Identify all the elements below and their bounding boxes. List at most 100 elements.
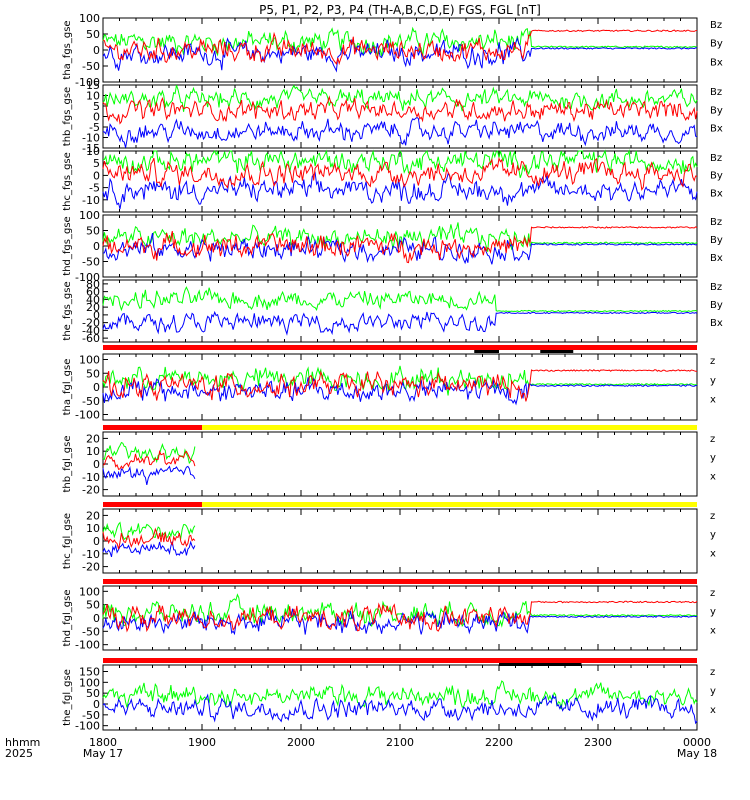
y-axis-label: thd_fgl_gse	[62, 590, 73, 647]
legend-By: By	[710, 235, 723, 246]
series-Bz	[102, 95, 698, 125]
y-tick-label: 50	[86, 225, 100, 238]
y-tick-label: 40	[86, 293, 100, 306]
y-tick-label: 10	[86, 445, 100, 458]
y-tick-label: 5	[93, 100, 100, 113]
y-tick-label: -50	[82, 709, 100, 722]
time-axis-row1-label: hhmm	[5, 736, 40, 749]
status-bar-segment	[103, 658, 697, 663]
series-By	[102, 84, 698, 112]
status-bar-segment	[202, 425, 697, 430]
series-x	[102, 540, 196, 558]
series-Bx	[102, 232, 698, 265]
y-tick-label: 20	[86, 509, 100, 522]
legend-Bx: Bx	[710, 188, 723, 199]
time-axis-end-date: May 18	[677, 747, 717, 760]
legend-y: y	[710, 530, 716, 541]
y-tick-label: -20	[82, 561, 100, 574]
legend-z: z	[710, 434, 715, 445]
panel-frame	[102, 664, 698, 731]
legend-Bx: Bx	[710, 253, 723, 264]
y-axis-label: thb_fgs_gse	[62, 87, 73, 146]
legend-Bx: Bx	[710, 124, 723, 135]
legend-y: y	[710, 607, 716, 618]
series-z	[102, 369, 697, 402]
legend-y: y	[710, 375, 716, 386]
y-tick-label: 80	[86, 278, 100, 291]
y-tick-label: 100	[79, 209, 100, 222]
chart-title: P5, P1, P2, P3, P4 (TH-A,B,C,D,E) FGS, F…	[259, 3, 541, 17]
status-bar-segment	[103, 425, 202, 430]
legend-x: x	[710, 471, 716, 482]
y-tick-label: -100	[75, 409, 100, 422]
y-tick-label: 0	[93, 458, 100, 471]
legend-Bz: Bz	[710, 153, 722, 164]
y-tick-label: 50	[86, 367, 100, 380]
legend-By: By	[710, 300, 723, 311]
y-tick-label: -5	[89, 121, 100, 134]
y-tick-label: -50	[82, 60, 100, 73]
y-tick-label: 15	[86, 79, 100, 92]
series-Bz	[102, 29, 698, 66]
y-axis-label: tha_fgs_gse	[62, 20, 73, 79]
y-axis-label: the_fgl_gse	[62, 669, 73, 726]
series-y	[102, 680, 698, 710]
y-tick-label: 50	[86, 599, 100, 612]
time-axis-start-date: May 17	[83, 747, 123, 760]
y-tick-label: 0	[93, 44, 100, 57]
legend-y: y	[710, 686, 716, 697]
legend-x: x	[710, 705, 716, 716]
y-tick-label: 0	[93, 381, 100, 394]
status-bar-mark	[474, 350, 499, 353]
y-axis-label: thc_fgs_gse	[62, 152, 73, 211]
y-tick-label: -50	[82, 256, 100, 269]
y-tick-label: 50	[86, 687, 100, 700]
series-Bx	[102, 116, 698, 148]
y-tick-label: 100	[79, 676, 100, 689]
series-Bx	[102, 310, 698, 336]
y-tick-label: -40	[82, 324, 100, 337]
legend-By: By	[710, 105, 723, 116]
y-tick-label: 100	[79, 354, 100, 367]
series-z	[102, 600, 698, 633]
legend-z: z	[710, 356, 715, 367]
series-By	[102, 26, 698, 57]
y-tick-label: -60	[82, 332, 100, 345]
series-y	[102, 521, 196, 541]
x-tick-label: 2300	[584, 736, 612, 749]
y-tick-label: -10	[82, 132, 100, 145]
panel-frame	[102, 431, 698, 497]
y-tick-label: 0	[93, 535, 100, 548]
status-bar-segment	[202, 502, 697, 507]
y-axis-label: thb_fgl_gse	[62, 436, 73, 493]
y-axis-label: thc_fgl_gse	[62, 513, 73, 569]
series-x	[102, 608, 698, 636]
panel-frame	[102, 150, 698, 213]
y-tick-label: -15	[82, 142, 100, 155]
y-tick-label: -20	[82, 484, 100, 497]
series-z	[102, 527, 196, 550]
y-tick-label: -10	[82, 548, 100, 561]
y-tick-label: 100	[79, 12, 100, 25]
y-axis-label: tha_fgl_gse	[62, 359, 73, 416]
x-tick-label: 0000	[683, 736, 711, 749]
series-x	[102, 377, 697, 406]
legend-By: By	[710, 171, 723, 182]
series-Bx	[102, 171, 698, 210]
y-tick-label: -50	[82, 395, 100, 408]
y-tick-label: -100	[75, 639, 100, 652]
legend-Bz: Bz	[710, 217, 722, 228]
y-tick-label: 0	[93, 240, 100, 253]
series-By	[102, 286, 698, 313]
status-bars	[103, 345, 697, 666]
legend-Bz: Bz	[710, 20, 722, 31]
status-bar-segment	[103, 502, 202, 507]
